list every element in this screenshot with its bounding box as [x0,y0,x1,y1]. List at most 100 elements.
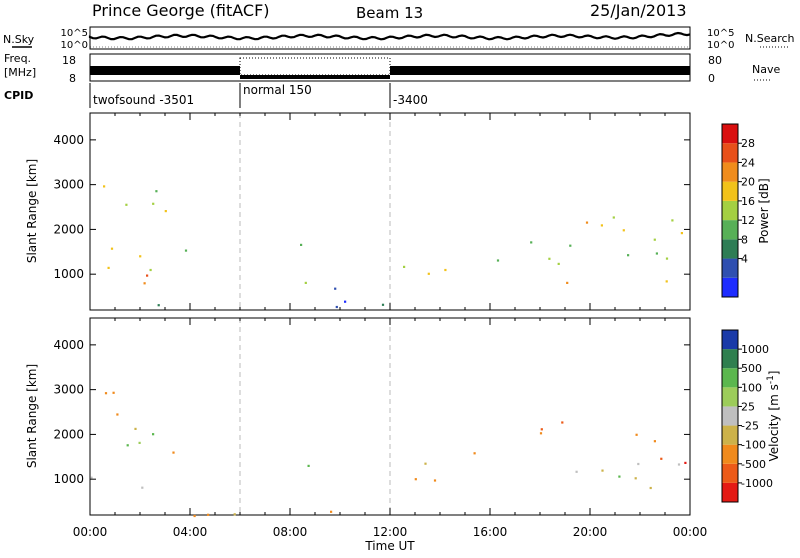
freq-bar-seg2 [240,75,390,79]
velocity-frame [89,317,691,516]
data-cell [125,203,128,206]
data-cell [557,262,560,265]
data-cell [649,486,652,490]
data-cell [671,219,674,222]
power-colorbar-swatch [722,220,738,240]
data-cell [107,266,110,269]
data-cell [585,221,589,224]
y-tick-label: 1000 [53,267,84,281]
data-cell [665,280,668,283]
velocity-colorbar-swatch [722,425,738,445]
data-cell [612,216,615,219]
power-colorbar-tick-label: 12 [741,214,755,227]
x-tick-labels: 00:00 04:00 08:00 12:00 16:00 20:00 00:00 [73,525,708,539]
power-ylabel: Slant Range [km] [25,159,39,263]
data-cell [307,464,310,467]
x-tick-label: 00:00 [73,525,108,539]
data-cell [424,462,427,465]
power-data-marks [103,185,683,309]
x-tick-label: 00:00 [673,525,708,539]
data-cell [548,257,551,260]
data-cell [539,432,543,435]
data-cell [530,241,533,244]
beam-title: Beam 13 [356,4,423,22]
velocity-axes: 1000 2000 3000 4000 [53,318,691,515]
data-cell [146,274,149,277]
data-cell [600,224,603,227]
power-axes: 1000 2000 3000 4000 [53,113,691,310]
date-title: 25/Jan/2013 [590,1,687,20]
power-colorbar-swatch [722,258,738,278]
velocity-colorbar-label-tail: ] [767,371,781,376]
data-cell [134,427,137,430]
data-cell [680,232,683,235]
power-panel: 1000 2000 3000 4000 Slant Range [km] 28 24 20… [25,112,771,311]
velocity-data-marks [90,391,687,518]
data-cell [575,470,578,473]
data-cell [300,243,303,246]
data-cell [138,441,141,444]
data-cell [172,451,175,454]
data-cell [684,461,687,464]
data-cell [149,268,152,272]
velocity-colorbar-swatch [722,330,738,350]
cpid-label: CPID [4,89,33,102]
power-colorbar-swatch [722,124,738,144]
x-tick-label: 04:00 [173,525,208,539]
data-cell [677,463,681,466]
power-colorbar-tick-label: 24 [741,156,755,169]
data-cell [164,210,167,213]
power-colorbar-label: Power [dB] [757,178,771,243]
velocity-colorbar-tick-label: -1000 [741,477,773,490]
power-colorbar-swatch [722,239,738,259]
data-cell [496,259,500,262]
data-cell [444,268,447,272]
x-axis-label: Time UT [364,539,415,553]
power-colorbar-tick-label: 16 [741,195,755,208]
noise-nsky-line [88,31,691,41]
nave-tick-bottom: 0 [708,72,715,85]
x-tick-label: 12:00 [373,525,408,539]
data-cell [233,513,236,516]
data-cell [116,413,119,416]
data-cell [414,478,417,481]
data-cell [155,190,158,193]
data-cell [655,252,658,255]
cpid-segment-label: normal 150 [243,83,312,97]
power-colorbar-tick-label: 8 [741,233,748,246]
velocity-colorbar-label-text: Velocity [m s [767,384,781,461]
data-cell [104,392,108,395]
data-cell [653,238,656,241]
data-cell [381,303,385,306]
velocity-colorbar-tick-label: 1000 [741,343,769,356]
data-cell [433,479,437,482]
nsky-label: N.Sky [3,33,35,46]
data-cell [473,452,476,455]
power-colorbar-tick-label: 28 [741,137,755,150]
power-colorbar-tick-label: 20 [741,176,755,189]
power-colorbar-swatch [722,143,738,163]
data-cell [334,287,337,290]
velocity-colorbar-tick-label: -25 [741,420,759,433]
data-cell [193,514,196,518]
cpid-segment-label: -3400 [393,93,428,107]
data-cell [330,510,333,513]
velocity-colorbar-tick-label: -500 [741,458,766,471]
velocity-colorbar-tick-label: 25 [741,400,755,413]
velocity-colorbar-label: Velocity [m s-1] [766,371,781,462]
data-cell [207,513,210,516]
noise-tick-bottom-left: 10^0 [61,40,88,51]
data-cell [143,282,146,285]
power-colorbar-frame [721,123,739,298]
velocity-panel: 1000 2000 3000 4000 Slant Range [km] 1000 50… [25,317,781,518]
noise-tick-top-right: 10^5 [707,28,734,39]
data-cell [126,444,129,447]
data-cell [618,475,621,478]
data-cell [344,300,347,303]
y-tick-label: 3000 [53,383,84,397]
data-cell [112,391,115,394]
data-cell [622,229,625,232]
noise-trace [88,31,691,41]
data-cell [653,440,656,443]
data-cell [634,477,637,480]
